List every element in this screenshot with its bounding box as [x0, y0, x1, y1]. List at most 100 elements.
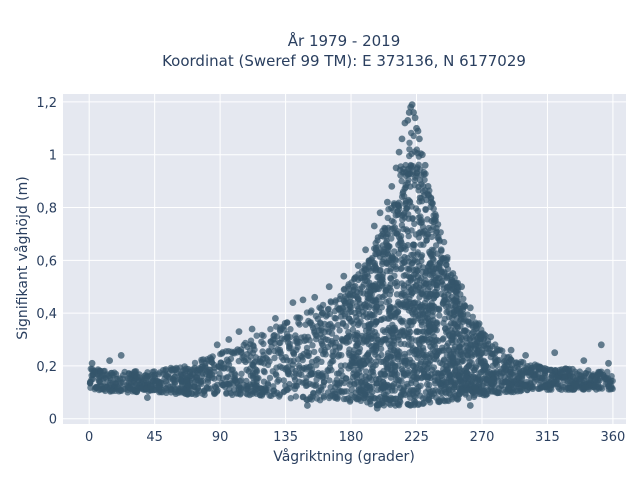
scatter-point [542, 369, 549, 377]
scatter-point [426, 322, 433, 330]
scatter-point [280, 326, 288, 333]
scatter-point [225, 336, 233, 343]
scatter-point [455, 330, 462, 337]
scatter-point [229, 391, 236, 398]
scatter-point [372, 263, 379, 271]
scatter-point [400, 358, 407, 365]
scatter-point [355, 307, 362, 315]
scatter-point [283, 319, 291, 326]
scatter-point [138, 377, 145, 384]
scatter-point [348, 386, 355, 393]
scatter-point [333, 376, 340, 384]
scatter-point [173, 369, 181, 376]
scatter-point [384, 365, 391, 372]
scatter-point [385, 384, 393, 391]
scatter-point [404, 117, 412, 124]
scatter-point [245, 368, 252, 375]
scatter-point [440, 298, 447, 305]
scatter-point [373, 404, 381, 412]
scatter-point [452, 298, 459, 305]
scatter-point [271, 354, 278, 362]
scatter-point [406, 356, 414, 363]
scatter-point [500, 358, 507, 366]
scatter-point [479, 382, 486, 390]
scatter-point [271, 347, 278, 355]
scatter-point [477, 331, 484, 338]
scatter-point [384, 198, 391, 206]
scatter-point [372, 298, 380, 306]
scatter-point [337, 362, 345, 369]
scatter-point [340, 297, 348, 304]
scatter-point [383, 260, 391, 268]
scatter-point [427, 226, 434, 234]
scatter-point [461, 381, 469, 388]
scatter-point [397, 265, 405, 273]
scatter-point [451, 321, 458, 328]
scatter-point [423, 230, 431, 238]
scatter-point [512, 359, 520, 367]
scatter-point [318, 358, 325, 365]
x-tick-label: 180 [339, 430, 364, 445]
scatter-point [411, 182, 418, 189]
scatter-point [343, 388, 350, 395]
scatter-point [311, 348, 318, 356]
scatter-point [465, 318, 472, 325]
y-tick-label: 0,6 [36, 254, 57, 269]
scatter-point [340, 272, 348, 280]
scatter-point [363, 277, 371, 284]
scatter-point [318, 340, 326, 348]
scatter-point [349, 359, 356, 366]
scatter-point [376, 308, 383, 316]
scatter-point [402, 371, 409, 379]
scatter-point [539, 375, 546, 382]
scatter-point [191, 359, 199, 367]
scatter-point [461, 327, 468, 335]
scatter-point [383, 242, 391, 249]
scatter-point [362, 310, 370, 317]
scatter-point [520, 382, 528, 389]
scatter-point [293, 346, 300, 354]
scatter-point [277, 350, 284, 357]
scatter-point [442, 256, 449, 264]
scatter-point [405, 165, 412, 173]
scatter-point [355, 319, 363, 327]
x-tick-label: 360 [600, 430, 625, 445]
scatter-point [435, 271, 442, 278]
scatter-point [467, 345, 474, 352]
scatter-point [426, 327, 433, 334]
scatter-point [395, 148, 403, 156]
scatter-point [198, 356, 205, 364]
scatter-point [309, 342, 316, 349]
scatter-point [428, 299, 435, 307]
scatter-point [405, 176, 412, 184]
scatter-point [432, 217, 439, 225]
scatter-point [591, 377, 598, 384]
scatter-point [500, 353, 508, 360]
scatter-point [366, 265, 373, 272]
scatter-point [582, 384, 589, 391]
scatter-point [309, 393, 316, 400]
scatter-point [193, 374, 200, 381]
scatter-point [423, 237, 430, 244]
scatter-point [399, 327, 406, 334]
scatter-point [406, 199, 414, 206]
scatter-point [89, 367, 96, 375]
scatter-point [378, 382, 386, 390]
scatter-point [424, 364, 432, 372]
scatter-point [376, 294, 383, 301]
scatter-point [379, 260, 386, 268]
scatter-point [373, 345, 380, 352]
scatter-point [253, 375, 261, 382]
scatter-point [420, 289, 427, 296]
scatter-point [133, 388, 141, 395]
scatter-point [443, 342, 450, 350]
scatter-point [399, 169, 406, 176]
scatter-point [311, 327, 318, 334]
scatter-point [387, 275, 395, 282]
scatter-point [351, 381, 358, 388]
x-tick-label: 45 [146, 430, 163, 445]
scatter-point [565, 384, 573, 392]
scatter-point [376, 375, 383, 382]
scatter-point [334, 321, 342, 329]
